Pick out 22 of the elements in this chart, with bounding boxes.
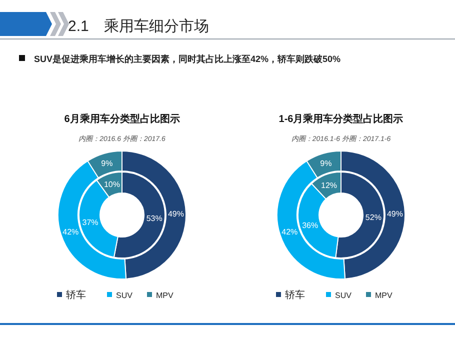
data-label: 49% <box>386 209 403 218</box>
text: SUV是促进乘用车增长的主要因素，同时其占比上涨至42%，轿车则跌破50% <box>34 54 341 64</box>
legend-label: SUV <box>335 291 352 300</box>
data-label: 36% <box>302 221 318 230</box>
data-label: 49% <box>168 209 184 218</box>
data-label: 10% <box>104 180 120 190</box>
legend-label: MPV <box>375 291 393 300</box>
legend-label: SUV <box>116 291 134 300</box>
legend-label: 轿车 <box>66 289 86 301</box>
data-label: 9% <box>101 159 113 168</box>
data-label: 42% <box>282 228 298 237</box>
legend-label: MPV <box>156 291 174 300</box>
chart-title: 1-6月乘用车分类型占比图示 <box>278 113 404 125</box>
data-label: 9% <box>320 159 332 168</box>
text: 2.1 乘用车细分市场 <box>68 18 209 35</box>
legend-label: 轿车 <box>285 289 305 301</box>
data-label: 42% <box>62 228 79 237</box>
chart-title: 6月乘用车分类型占比图示 <box>64 113 180 125</box>
data-label: 53% <box>146 214 162 224</box>
data-label: 52% <box>365 213 382 222</box>
data-label: 37% <box>82 218 98 228</box>
data-label: 12% <box>321 180 338 190</box>
